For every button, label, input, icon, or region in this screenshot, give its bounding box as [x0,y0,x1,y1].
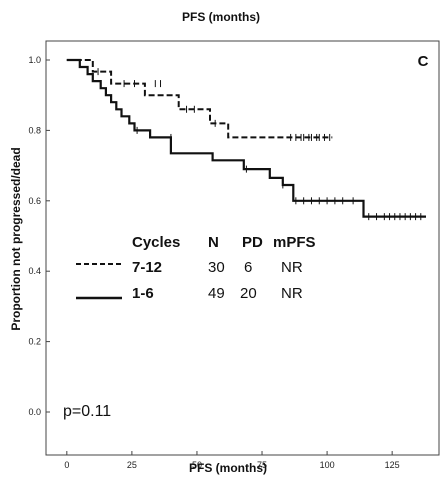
y-tick-label: 0.8 [28,125,41,135]
y-axis: 0.0 0.2 0.4 0.6 0.8 1.0 [28,55,50,417]
x-tick-label: 0 [64,460,69,470]
panel-label: C [418,53,429,70]
legend-row-2-pd: 20 [240,285,257,302]
legend-row-2-mpfs: NR [281,285,303,302]
series-7-12-curve [66,59,333,139]
x-axis: 0 25 50 75 100 125 [64,451,400,470]
legend-header-pd: PD [242,234,263,251]
survival-curves [66,58,426,221]
legend-row-1-n: 30 [208,259,225,276]
legend-row-1-mpfs: NR [281,259,303,276]
y-tick-label: 1.0 [28,55,41,65]
x-axis-title: PFS (months) [189,461,267,475]
x-tick-label: 50 [192,460,202,470]
x-tick-label: 125 [385,460,400,470]
x-tick-label: 25 [127,460,137,470]
plot-area [45,40,440,456]
legend-row-1-pd: 6 [244,259,252,276]
legend-header-cycles: Cycles [132,234,180,251]
y-tick-label: 0.2 [28,337,41,347]
x-tick-label: 100 [320,460,335,470]
x-tick-label: 75 [257,460,267,470]
legend: Cycles N PD mPFS 7-12 30 6 NR 1-6 49 20 … [76,234,316,302]
y-tick-label: 0.0 [28,407,41,417]
legend-row-1-cycles: 7-12 [132,259,162,276]
y-tick-label: 0.4 [28,266,41,276]
y-tick-label: 0.6 [28,196,41,206]
legend-row-2-cycles: 1-6 [132,285,154,302]
legend-row-2-n: 49 [208,285,225,302]
legend-header-mpfs: mPFS [273,234,316,251]
chart-title: PFS (months) [182,10,260,24]
y-axis-title: Proportion not progressed/dead [9,147,23,330]
p-value-annotation: p=0.11 [63,403,111,420]
legend-header-n: N [208,234,219,251]
series-1-6-curve [66,58,426,218]
